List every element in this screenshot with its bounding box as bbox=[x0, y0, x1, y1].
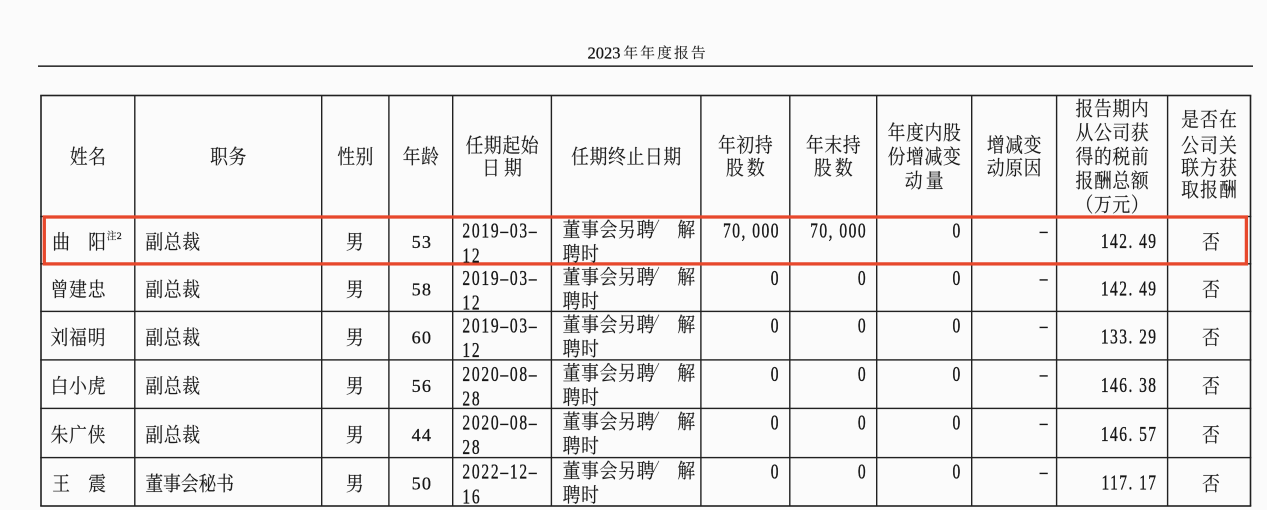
svg-text:146. 57: 146. 57 bbox=[1101, 423, 1158, 446]
svg-text:142. 49: 142. 49 bbox=[1101, 277, 1158, 300]
svg-text:0: 0 bbox=[953, 219, 961, 242]
svg-text:70, 000: 70, 000 bbox=[723, 219, 780, 242]
svg-text:2019–03–: 2019–03– bbox=[462, 314, 538, 337]
svg-text:0: 0 bbox=[858, 314, 867, 337]
svg-text:0: 0 bbox=[953, 314, 961, 337]
svg-text:0: 0 bbox=[771, 314, 780, 337]
svg-text:–: – bbox=[1039, 363, 1048, 386]
svg-text:60: 60 bbox=[412, 327, 433, 347]
svg-text:–: – bbox=[1039, 411, 1048, 434]
svg-text:12: 12 bbox=[462, 339, 481, 362]
svg-text:2019–03–: 2019–03– bbox=[462, 267, 538, 290]
svg-text:–: – bbox=[1039, 460, 1048, 483]
svg-text:2020–08–: 2020–08– bbox=[462, 363, 538, 386]
svg-text:12: 12 bbox=[462, 244, 481, 267]
svg-text:58: 58 bbox=[412, 279, 433, 299]
svg-text:0: 0 bbox=[771, 460, 780, 483]
svg-text:0: 0 bbox=[953, 267, 961, 290]
svg-text:2020–08–: 2020–08– bbox=[462, 411, 538, 434]
svg-text:2019–03–: 2019–03– bbox=[462, 219, 538, 242]
svg-text:146. 38: 146. 38 bbox=[1101, 374, 1158, 397]
svg-text:0: 0 bbox=[953, 460, 961, 483]
svg-text:–: – bbox=[1039, 314, 1048, 337]
svg-text:117. 17: 117. 17 bbox=[1101, 472, 1157, 495]
svg-text:53: 53 bbox=[412, 232, 433, 252]
svg-text:56: 56 bbox=[412, 376, 433, 396]
svg-text:0: 0 bbox=[858, 460, 867, 483]
svg-text:70, 000: 70, 000 bbox=[810, 219, 867, 242]
svg-text:0: 0 bbox=[771, 411, 780, 434]
svg-text:44: 44 bbox=[412, 425, 433, 445]
svg-text:2022–12–: 2022–12– bbox=[462, 460, 538, 483]
svg-text:28: 28 bbox=[462, 436, 481, 459]
svg-text:50: 50 bbox=[412, 474, 433, 494]
svg-text:2023: 2023 bbox=[588, 43, 621, 62]
svg-text:16: 16 bbox=[462, 485, 481, 508]
svg-text:0: 0 bbox=[771, 363, 780, 386]
svg-text:–: – bbox=[1039, 219, 1048, 242]
svg-text:–: – bbox=[1039, 267, 1048, 290]
svg-text:0: 0 bbox=[858, 363, 867, 386]
svg-text:2: 2 bbox=[117, 231, 122, 242]
svg-text:0: 0 bbox=[858, 267, 867, 290]
svg-text:0: 0 bbox=[858, 411, 867, 434]
svg-text:142. 49: 142. 49 bbox=[1101, 230, 1158, 253]
svg-text:133. 29: 133. 29 bbox=[1101, 325, 1158, 348]
svg-text:0: 0 bbox=[771, 267, 780, 290]
svg-text:28: 28 bbox=[462, 388, 481, 411]
svg-text:0: 0 bbox=[953, 363, 961, 386]
svg-text:12: 12 bbox=[462, 291, 481, 314]
svg-text:0: 0 bbox=[953, 411, 961, 434]
